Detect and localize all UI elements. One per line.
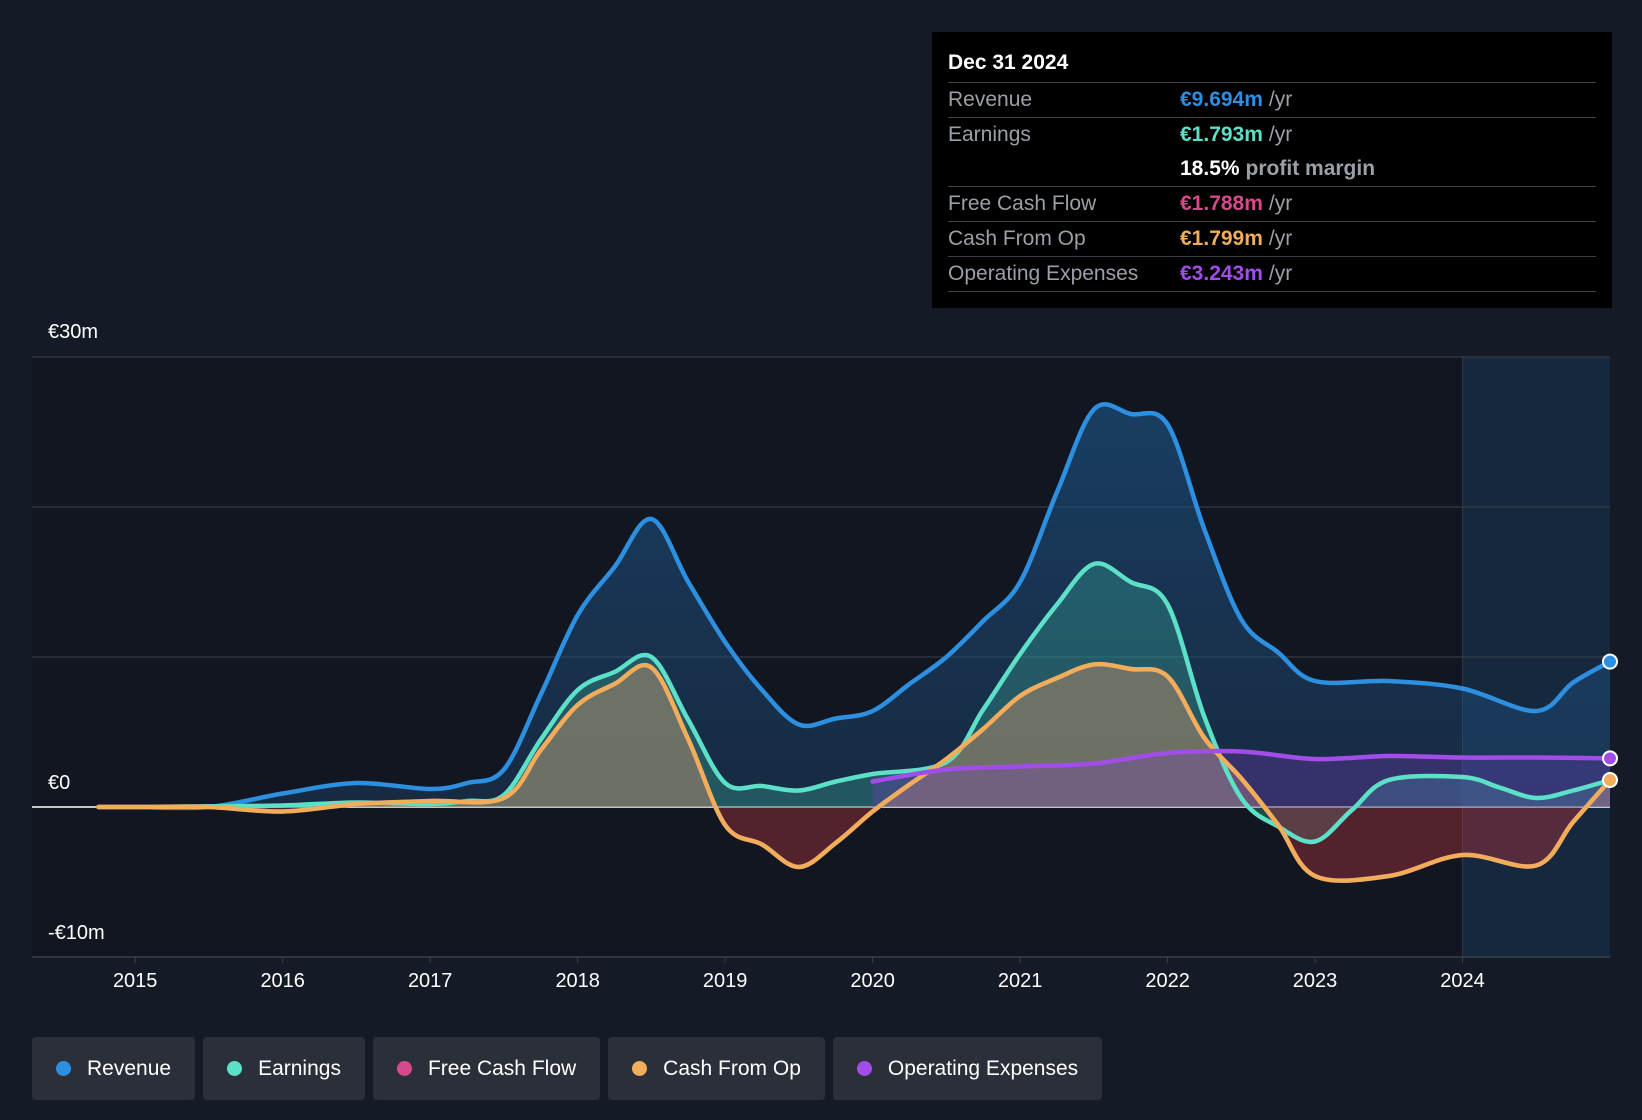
tooltip-value: €3.243m [1180,262,1263,285]
tooltip-label: Operating Expenses [948,262,1139,285]
legend-label: Operating Expenses [887,1056,1079,1080]
tooltip-unit: /yr [1268,262,1293,285]
operating-expenses-line [870,748,1613,784]
revenue-dot-icon [56,1061,71,1076]
tooltip-row-revenue: Revenue €9.694m /yr [948,82,1596,117]
tooltip-row-cfo: Cash From Op €1.799m /yr [948,221,1596,256]
tooltip-unit: profit margin [1245,157,1376,180]
x-tick-label: 2015 [112,970,158,992]
revenue-end-marker [1602,653,1618,670]
tooltip-divider [948,291,1596,292]
legend-label: Earnings [258,1056,341,1080]
y-label-bottom: -€10m [48,922,105,944]
legend-free-cash-flow[interactable]: Free Cash Flow [372,1037,601,1100]
x-tick-label: 2016 [260,970,305,992]
legend-revenue[interactable]: Revenue [32,1037,196,1100]
tooltip-value: €1.799m [1180,227,1263,250]
legend-label: Cash From Op [663,1056,801,1080]
earnings-area [98,563,1610,842]
x-tick-label: 2017 [407,970,453,992]
tooltip-row-earnings: Earnings €1.793m /yr [948,117,1596,152]
y-label-top: €30m [48,321,99,343]
y-label-zero: €0 [48,772,71,794]
tooltip-unit: /yr [1268,123,1293,146]
x-tick-label: 2022 [1145,970,1190,992]
revenue-area [98,404,1610,809]
x-tick-label: 2018 [555,970,600,992]
free-cash-flow-dot-icon [396,1061,412,1076]
earnings-dot-icon [227,1061,243,1076]
tooltip-value: 18.5% [1180,157,1240,180]
tooltip-date: Dec 31 2024 [948,51,1069,74]
legend-cash-from-op[interactable]: Cash From Op [608,1037,825,1100]
x-tick-label: 2019 [702,970,748,992]
tooltip-unit: /yr [1268,88,1293,111]
x-tick-label: 2024 [1440,970,1485,992]
cash-from-op-line [96,661,1613,883]
tooltip-label: Free Cash Flow [948,192,1097,215]
operating-expenses-end-marker [1602,750,1618,767]
cash-from-op-dot-icon [632,1061,648,1076]
data-tooltip: Dec 31 2024 Revenue €9.694m /yr Earnings… [932,32,1612,308]
legend-label: Free Cash Flow [427,1056,577,1080]
tooltip-value: €9.694m [1180,88,1263,111]
revenue-line [96,402,1613,811]
tooltip-row-fcf: Free Cash Flow €1.788m /yr [948,186,1596,221]
tooltip-value: €1.793m [1180,123,1263,146]
tooltip-row-opex: Operating Expenses €3.243m /yr [948,256,1596,291]
legend-earnings[interactable]: Earnings [203,1037,365,1100]
tooltip-label: Revenue [948,88,1033,111]
x-tick-label: 2023 [1292,970,1338,992]
tooltip-unit: /yr [1268,192,1293,215]
x-tick-label: 2021 [997,970,1043,992]
tooltip-label: Cash From Op [948,227,1086,250]
operating-expenses-dot-icon [856,1061,872,1076]
tooltip-unit: /yr [1268,227,1293,250]
legend-label: Revenue [87,1056,172,1080]
cash-from-op-end-marker [1602,772,1618,789]
tooltip-value: €1.788m [1180,192,1263,215]
x-tick-label: 2020 [850,970,895,992]
legend: Revenue Earnings Free Cash Flow Cash Fro… [32,1037,1103,1100]
tooltip-label: Earnings [948,123,1031,146]
tooltip-row-margin: 18.5% profit margin [948,152,1596,186]
legend-operating-expenses[interactable]: Operating Expenses [832,1037,1103,1100]
